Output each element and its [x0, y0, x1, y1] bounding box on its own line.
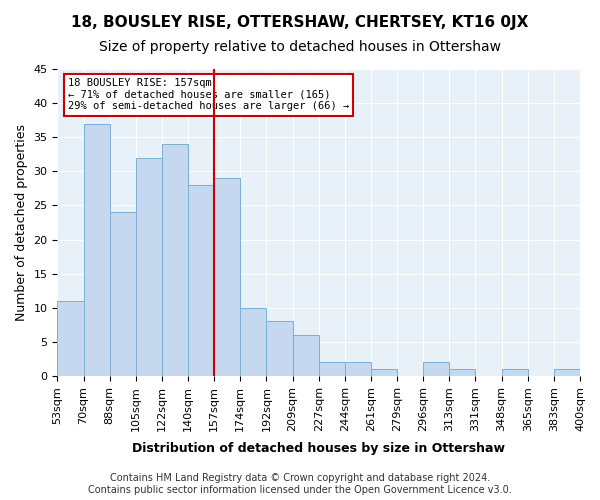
- Bar: [502, 369, 528, 376]
- Bar: [241, 308, 266, 376]
- Bar: [58, 301, 83, 376]
- Bar: [110, 212, 136, 376]
- Text: Contains HM Land Registry data © Crown copyright and database right 2024.
Contai: Contains HM Land Registry data © Crown c…: [88, 474, 512, 495]
- Bar: [162, 144, 188, 376]
- Text: Size of property relative to detached houses in Ottershaw: Size of property relative to detached ho…: [99, 40, 501, 54]
- Bar: [345, 362, 371, 376]
- Bar: [371, 369, 397, 376]
- Text: 18, BOUSLEY RISE, OTTERSHAW, CHERTSEY, KT16 0JX: 18, BOUSLEY RISE, OTTERSHAW, CHERTSEY, K…: [71, 15, 529, 30]
- Bar: [293, 335, 319, 376]
- Text: 18 BOUSLEY RISE: 157sqm
← 71% of detached houses are smaller (165)
29% of semi-d: 18 BOUSLEY RISE: 157sqm ← 71% of detache…: [68, 78, 349, 112]
- Bar: [319, 362, 345, 376]
- Bar: [136, 158, 162, 376]
- Bar: [83, 124, 110, 376]
- X-axis label: Distribution of detached houses by size in Ottershaw: Distribution of detached houses by size …: [132, 442, 505, 455]
- Y-axis label: Number of detached properties: Number of detached properties: [15, 124, 28, 321]
- Bar: [266, 322, 293, 376]
- Bar: [554, 369, 580, 376]
- Bar: [449, 369, 475, 376]
- Bar: [188, 185, 214, 376]
- Bar: [423, 362, 449, 376]
- Bar: [214, 178, 241, 376]
